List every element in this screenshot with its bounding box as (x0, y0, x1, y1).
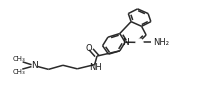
Text: CH₃: CH₃ (13, 56, 25, 62)
Text: O: O (85, 44, 92, 53)
Text: N: N (31, 61, 38, 70)
Text: N: N (122, 38, 129, 47)
Text: CH₃: CH₃ (12, 69, 25, 75)
Text: NH: NH (89, 62, 102, 72)
Text: NH₂: NH₂ (153, 38, 169, 47)
